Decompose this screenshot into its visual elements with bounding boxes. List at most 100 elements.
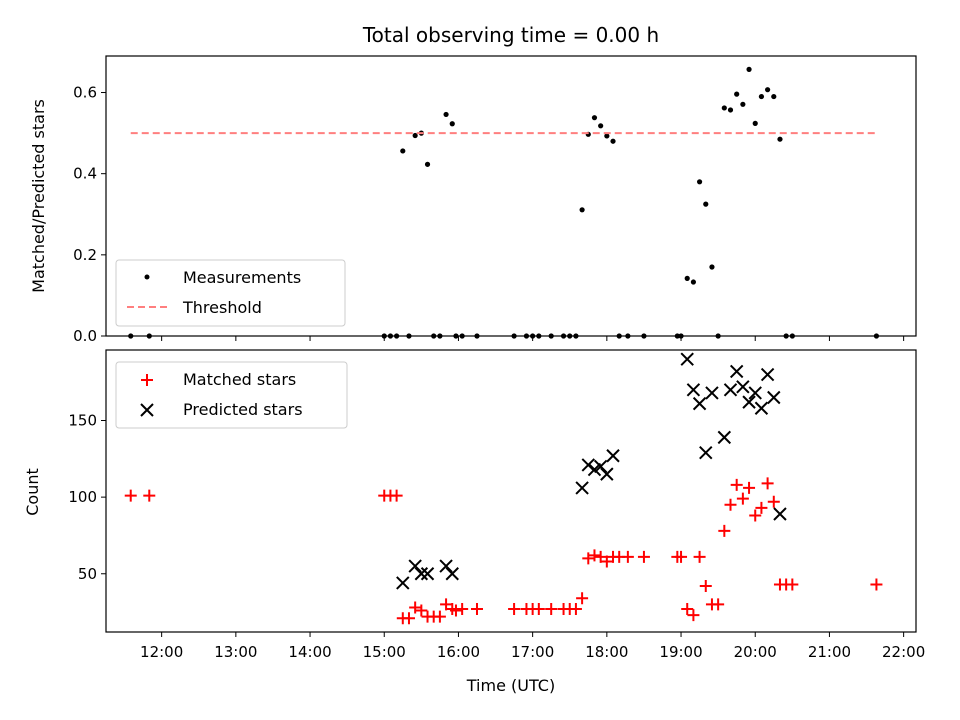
- matched-star-point: [470, 603, 483, 616]
- y-tick-label: 0.0: [73, 327, 97, 345]
- measurement-point: [752, 120, 758, 126]
- measurement-point: [449, 121, 455, 127]
- measurement-point: [412, 132, 418, 139]
- matched-star-point: [675, 550, 688, 563]
- predicted-star-point: [773, 507, 787, 521]
- predicted-star-point: [742, 395, 756, 409]
- top-legend: Measurements Threshold: [115, 259, 346, 327]
- matched-star-point: [569, 603, 582, 616]
- plot-frame: [105, 55, 917, 337]
- measurement-point: [684, 275, 690, 281]
- matched-star-point: [576, 592, 589, 605]
- matched-star-point: [402, 612, 415, 625]
- measurement-point: [443, 111, 449, 118]
- x-tick-label: 15:00: [363, 643, 406, 661]
- measurement-point: [610, 138, 616, 144]
- y-tick-label: 0.6: [73, 84, 97, 102]
- measurement-point: [604, 133, 610, 139]
- x-tick-label: 20:00: [734, 643, 777, 661]
- matched-star-point: [600, 555, 613, 568]
- matched-star-point: [532, 603, 545, 616]
- measurement-point: [579, 207, 585, 213]
- predicted-star-point: [692, 396, 707, 411]
- measurement-point: [709, 264, 715, 270]
- matched-star-point: [143, 489, 156, 502]
- series-matched-stars: [124, 477, 883, 625]
- measurement-point: [727, 107, 734, 113]
- x-tick-label: 22:00: [882, 643, 925, 661]
- legend-predicted-marker: [140, 403, 154, 417]
- matched-star-point: [761, 477, 774, 490]
- bottom-y-axis-label: Count: [23, 468, 42, 516]
- matched-star-point: [699, 580, 712, 593]
- matched-star-point: [390, 489, 403, 502]
- matched-star-point: [409, 601, 422, 614]
- predicted-star-point: [445, 567, 459, 581]
- matched-star-point: [786, 578, 799, 591]
- predicted-star-point: [439, 559, 453, 573]
- matched-star-point: [681, 603, 694, 616]
- predicted-star-point: [729, 364, 744, 379]
- legend-threshold-label: Threshold: [182, 298, 262, 317]
- matched-star-point: [767, 495, 780, 508]
- top-y-axis-label: Matched/Predicted stars: [29, 99, 48, 293]
- measurement-point: [690, 279, 697, 285]
- matched-star-point: [594, 550, 607, 563]
- predicted-star-point: [680, 352, 694, 366]
- matched-star-point: [687, 609, 700, 622]
- predicted-star-point: [593, 459, 608, 474]
- matched-star-point: [718, 524, 731, 537]
- measurement-point: [703, 201, 709, 207]
- predicted-star-point: [760, 367, 775, 382]
- legend-matched-marker: [141, 374, 153, 386]
- measurement-point: [400, 148, 406, 154]
- y-tick-label: 150: [68, 412, 97, 430]
- matched-star-point: [582, 552, 595, 565]
- x-tick-label: 12:00: [140, 643, 183, 661]
- measurement-point: [591, 115, 598, 121]
- measurement-point: [696, 179, 703, 185]
- legend-predicted-label: Predicted stars: [183, 400, 303, 419]
- matched-star-point: [545, 603, 558, 616]
- matched-star-point: [724, 498, 737, 511]
- measurement-point: [746, 66, 752, 72]
- matched-star-point: [433, 610, 446, 623]
- predicted-star-point: [606, 449, 620, 463]
- predicted-star-point: [686, 383, 701, 397]
- legend-measurements-marker: [144, 274, 150, 280]
- x-tick-label: 21:00: [808, 643, 851, 661]
- x-tick-label: 18:00: [585, 643, 628, 661]
- bottom-plot-area: 50 100 150 12:00 13:00 14:00 15:00 16:00 17:00 18…: [68, 349, 925, 661]
- x-tick-label: 14:00: [288, 643, 331, 661]
- matched-star-point: [736, 492, 749, 505]
- matched-star-point: [588, 549, 601, 562]
- series-predicted-stars: [396, 352, 787, 590]
- predicted-star-point: [736, 380, 750, 394]
- y-tick-label: 0.2: [73, 246, 97, 264]
- y-tick-label: 0.4: [73, 165, 97, 183]
- predicted-star-point: [717, 430, 732, 445]
- predicted-star-point: [420, 567, 435, 581]
- x-axis-label: Time (UTC): [466, 676, 555, 695]
- matched-star-point: [712, 598, 725, 611]
- x-tick-label: 13:00: [214, 643, 257, 661]
- matched-star-point: [415, 604, 428, 617]
- top-legend-frame: [115, 259, 346, 327]
- y-tick-label: 100: [68, 488, 97, 506]
- measurement-point: [758, 93, 765, 100]
- matched-star-point: [693, 550, 706, 563]
- predicted-star-point: [408, 559, 422, 573]
- matched-star-point: [440, 598, 453, 611]
- matched-star-point: [449, 604, 462, 617]
- bottom-legend-frame: [115, 361, 348, 429]
- chart-title: Total observing time = 0.00 h: [362, 23, 659, 47]
- measurement-point: [598, 123, 604, 129]
- legend-matched-label: Matched stars: [183, 370, 296, 389]
- bottom-legend: Matched stars Predicted stars: [115, 361, 348, 429]
- matched-star-point: [755, 501, 768, 514]
- plot-frame: [105, 349, 917, 633]
- measurement-point: [777, 136, 783, 142]
- predicted-star-point: [723, 383, 738, 397]
- predicted-star-point: [705, 386, 719, 400]
- predicted-star-point: [748, 386, 762, 400]
